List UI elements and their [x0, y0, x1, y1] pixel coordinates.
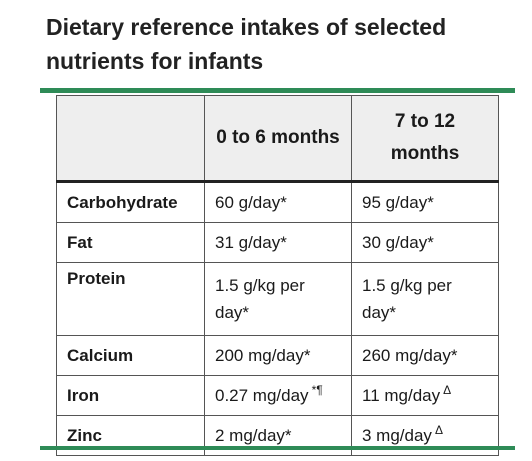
- table-row: Iron 0.27 mg/day *¶ 11 mg/day Δ: [56, 375, 499, 416]
- value-text: 3 mg/day: [362, 426, 432, 445]
- value-0-6-months: 0.27 mg/day *¶: [204, 375, 352, 416]
- footnote-mark: *¶: [311, 383, 323, 397]
- column-header-7-12-months: 7 to 12 months: [351, 95, 499, 183]
- footnote-mark: Δ: [434, 423, 443, 437]
- nutrient-label: Protein: [56, 262, 205, 336]
- table-title: Dietary reference intakes of selected nu…: [46, 14, 447, 74]
- footnote-mark: Δ: [443, 383, 452, 397]
- header-corner-cell: [56, 95, 205, 183]
- header-row: 0 to 6 months 7 to 12 months: [56, 95, 499, 183]
- top-accent-rule: [40, 88, 515, 93]
- dietary-reference-table: 0 to 6 months 7 to 12 months Carbohydrat…: [56, 95, 499, 456]
- column-header-0-6-months: 0 to 6 months: [204, 95, 352, 183]
- value-7-12-months: 30 g/day*: [351, 222, 499, 263]
- bottom-accent-rule: [40, 446, 515, 450]
- table-row: Protein 1.5 g/kg per day* 1.5 g/kg per d…: [56, 262, 499, 336]
- value-text: 0.27 mg/day: [215, 386, 309, 405]
- value-0-6-months: 1.5 g/kg per day*: [204, 262, 352, 336]
- value-7-12-months: 260 mg/day*: [351, 335, 499, 376]
- value-text: 11 mg/day: [362, 386, 441, 405]
- value-0-6-months: 200 mg/day*: [204, 335, 352, 376]
- nutrient-label: Calcium: [56, 335, 205, 376]
- table-row: Fat 31 g/day* 30 g/day*: [56, 222, 499, 263]
- value-0-6-months: 31 g/day*: [204, 222, 352, 263]
- nutrient-label: Iron: [56, 375, 205, 416]
- value-7-12-months: 11 mg/day Δ: [351, 375, 499, 416]
- value-7-12-months: 1.5 g/kg per day*: [351, 262, 499, 336]
- nutrient-label: Carbohydrate: [56, 181, 205, 223]
- value-7-12-months: 95 g/day*: [351, 181, 499, 223]
- value-0-6-months: 60 g/day*: [204, 181, 352, 223]
- nutrient-label: Fat: [56, 222, 205, 263]
- table-row: Calcium 200 mg/day* 260 mg/day*: [56, 335, 499, 376]
- table-row: Carbohydrate 60 g/day* 95 g/day*: [56, 181, 499, 223]
